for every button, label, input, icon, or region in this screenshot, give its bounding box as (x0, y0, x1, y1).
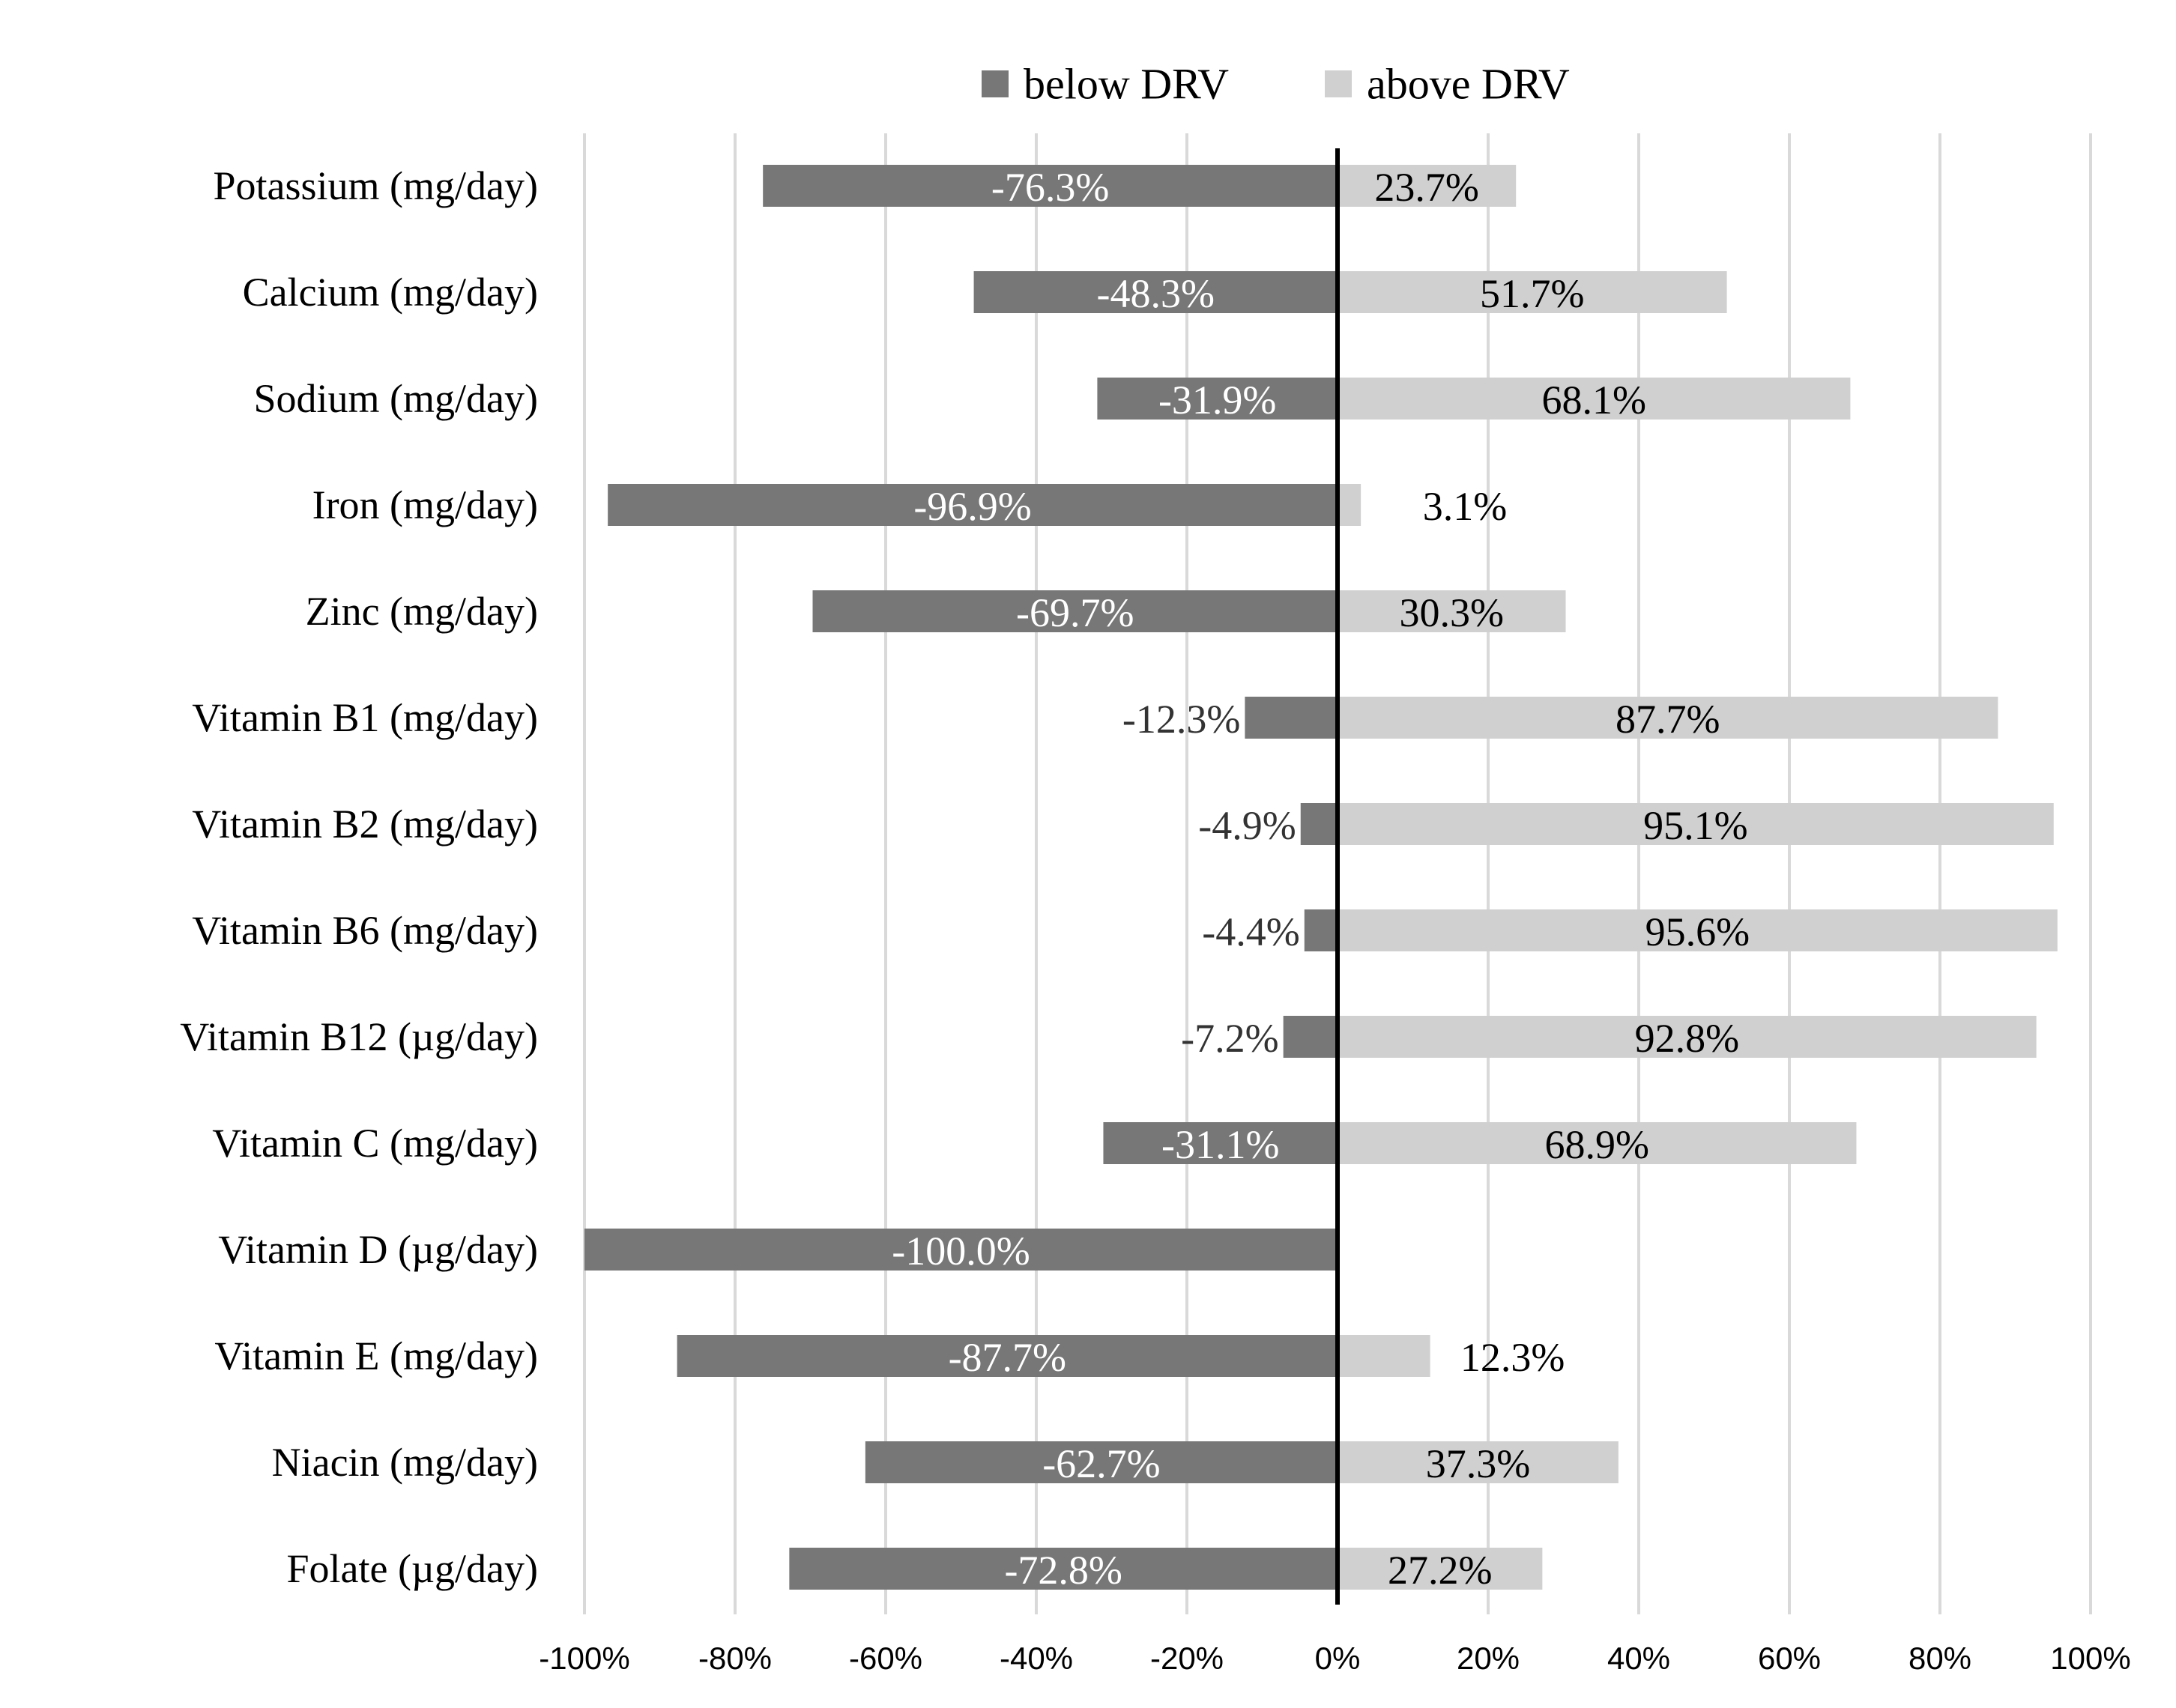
bar-above-drv (1338, 803, 2054, 845)
bar-label-below-drv: -87.7% (949, 1335, 1066, 1380)
bar-label-below-drv: -48.3% (1097, 271, 1215, 316)
category-label: Vitamin E (mg/day) (214, 1333, 538, 1378)
x-tick-label: 40% (1607, 1641, 1670, 1676)
bar-label-below-drv: -31.9% (1158, 378, 1276, 423)
bar-below-drv (1103, 1122, 1338, 1164)
bar-below-drv (1283, 1016, 1338, 1058)
bar-below-drv (789, 1548, 1338, 1590)
bar-below-drv (677, 1335, 1338, 1377)
bar-label-below-drv: -76.3% (991, 165, 1109, 210)
category-label: Zinc (mg/day) (306, 589, 538, 634)
x-axis-tick-labels: -100% -80% -60% -40% -20% 0% 20% 40% 60% 80% 100% (539, 1641, 2130, 1676)
x-tick-label: -40% (1000, 1641, 1073, 1676)
bar-label-above-drv: 87.7% (1616, 697, 1720, 742)
bar-label-above-drv: 30.3% (1400, 590, 1504, 635)
bar-labels: -76.3% 23.7% -48.3% 51.7% -31.9% 68.1% -96.9% 3… (892, 165, 1750, 1593)
bar-label-below-drv: -100.0% (892, 1229, 1030, 1274)
bar-below-drv (973, 271, 1338, 313)
x-tick-label: -80% (698, 1641, 772, 1676)
bar-above-drv (1338, 271, 1727, 313)
bar-label-above-drv: 51.7% (1480, 271, 1584, 316)
bar-below-drv (584, 1229, 1338, 1271)
bar-label-below-drv: -69.7% (1016, 590, 1134, 635)
bar-label-below-drv: -4.9% (1198, 803, 1296, 848)
legend-label: below DRV (1024, 60, 1229, 109)
bar-label-above-drv: 3.1% (1423, 484, 1507, 529)
bar-below-drv (1097, 378, 1338, 420)
bar-above-drv (1338, 590, 1566, 632)
x-tick-label: 0% (1315, 1641, 1361, 1676)
bars (584, 165, 2058, 1590)
x-tick-label: -20% (1150, 1641, 1224, 1676)
category-labels: Potassium (mg/day) Calcium (mg/day) Sodium… (180, 163, 538, 1591)
bar-label-below-drv: -62.7% (1042, 1441, 1160, 1486)
legend: below DRV above DRV (982, 60, 1570, 109)
x-tick-label: 100% (2050, 1641, 2130, 1676)
bar-label-above-drv: 12.3% (1460, 1335, 1565, 1380)
bar-label-below-drv: -12.3% (1122, 697, 1240, 742)
bar-label-below-drv: -96.9% (913, 484, 1031, 529)
category-label: Sodium (mg/day) (254, 376, 538, 421)
x-tick-label: -60% (849, 1641, 922, 1676)
bar-below-drv (865, 1441, 1338, 1483)
x-tick-label: -100% (539, 1641, 629, 1676)
bar-label-above-drv: 68.1% (1541, 378, 1645, 423)
legend-label: above DRV (1367, 60, 1570, 109)
category-label: Vitamin D (µg/day) (218, 1227, 538, 1272)
bar-below-drv (1304, 909, 1338, 951)
bar-above-drv (1338, 697, 1998, 739)
bar-label-below-drv: -31.1% (1161, 1122, 1279, 1167)
bar-label-above-drv: 37.3% (1426, 1441, 1530, 1486)
category-label: Vitamin B1 (mg/day) (192, 695, 538, 740)
bar-label-above-drv: 95.6% (1645, 909, 1750, 954)
bar-above-drv (1338, 1122, 1857, 1164)
category-label: Potassium (mg/day) (214, 163, 538, 208)
legend-swatch (1325, 70, 1352, 97)
bar-label-above-drv: 23.7% (1374, 165, 1478, 210)
bar-above-drv (1338, 378, 1851, 420)
bar-above-drv (1338, 1548, 1543, 1590)
bar-above-drv (1338, 1016, 2037, 1058)
bar-label-below-drv: -4.4% (1202, 909, 1299, 954)
bar-above-drv (1338, 484, 1361, 526)
bar-above-drv (1338, 165, 1517, 207)
category-label: Niacin (mg/day) (272, 1440, 538, 1485)
bar-below-drv (812, 590, 1338, 632)
bar-above-drv (1338, 1441, 1619, 1483)
bar-below-drv (1245, 697, 1338, 739)
x-tick-label: 20% (1457, 1641, 1520, 1676)
category-label: Vitamin C (mg/day) (212, 1121, 538, 1166)
bar-label-above-drv: 27.2% (1388, 1548, 1492, 1593)
bar-label-above-drv: 95.1% (1643, 803, 1747, 848)
category-label: Iron (mg/day) (312, 482, 538, 527)
category-label: Vitamin B2 (mg/day) (192, 802, 538, 847)
bar-above-drv (1338, 1335, 1430, 1377)
bar-label-below-drv: -7.2% (1181, 1016, 1278, 1061)
category-label: Vitamin B12 (µg/day) (180, 1014, 538, 1059)
category-label: Folate (µg/day) (286, 1546, 538, 1591)
bar-label-below-drv: -72.8% (1004, 1548, 1122, 1593)
bar-below-drv (608, 484, 1338, 526)
x-tick-label: 60% (1758, 1641, 1821, 1676)
bar-below-drv (763, 165, 1338, 207)
category-label: Calcium (mg/day) (243, 270, 538, 315)
bar-above-drv (1338, 909, 2058, 951)
x-tick-label: 80% (1908, 1641, 1971, 1676)
bar-label-above-drv: 68.9% (1544, 1122, 1648, 1167)
bar-label-above-drv: 92.8% (1635, 1016, 1739, 1061)
legend-swatch (982, 70, 1009, 97)
bar-below-drv (1300, 803, 1338, 845)
category-label: Vitamin B6 (mg/day) (192, 908, 538, 953)
